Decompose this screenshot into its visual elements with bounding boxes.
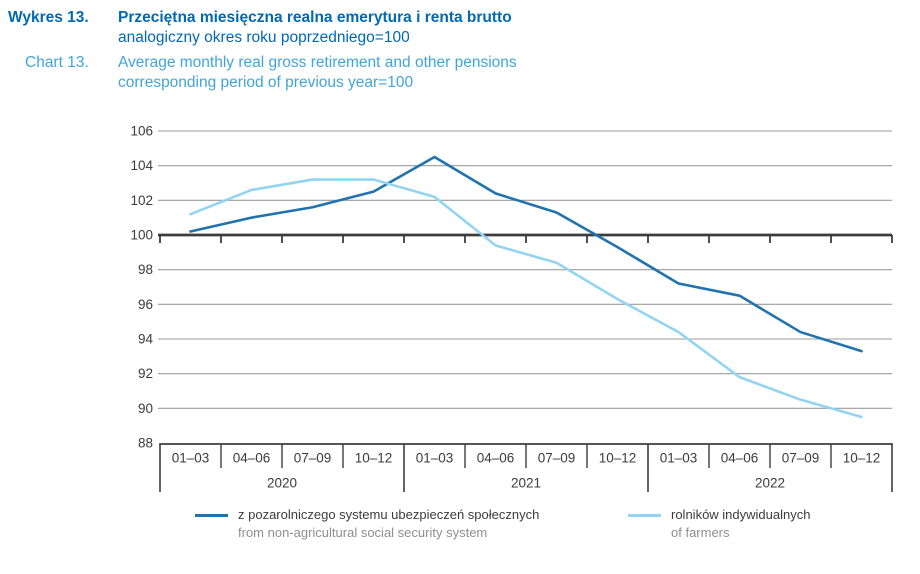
chart-number-label-pl: Wykres 13.: [8, 9, 89, 26]
x-quarter-label: 10–12: [599, 451, 637, 466]
x-quarter-label: 10–12: [355, 451, 393, 466]
legend-label-en: of farmers: [671, 525, 730, 540]
chart-number-label-en: Chart 13.: [25, 54, 89, 71]
y-tick-label: 88: [138, 435, 153, 450]
x-quarter-label: 10–12: [843, 451, 881, 466]
y-tick-label: 104: [130, 158, 153, 173]
legend-label-pl: rolników indywidualnych: [671, 507, 811, 522]
y-tick-label: 90: [138, 401, 153, 416]
x-quarter-label: 07–09: [538, 451, 576, 466]
y-tick-label: 96: [138, 297, 153, 312]
chart-title-en: Average monthly real gross retirement an…: [118, 54, 517, 71]
x-quarter-label: 01–03: [416, 451, 454, 466]
chart-header-polish: Wykres 13. Przeciętna miesięczna realna …: [8, 8, 908, 48]
chart-subtitle-pl: analogiczny okres roku poprzedniego=100: [118, 29, 410, 46]
chart-header-english: Chart 13. Average monthly real gross ret…: [8, 53, 908, 93]
x-quarter-label: 01–03: [172, 451, 210, 466]
x-quarter-label: 04–06: [233, 451, 271, 466]
chart-subtitle-en: corresponding period of previous year=10…: [118, 74, 414, 91]
x-year-label: 2022: [755, 476, 785, 491]
legend-item-farmers: rolników indywidualnych of farmers: [628, 506, 810, 542]
y-tick-label: 106: [130, 124, 153, 139]
chart-header: Wykres 13. Przeciętna miesięczna realna …: [8, 8, 908, 93]
chart-legend: z pozarolniczego systemu ubezpieczeń spo…: [0, 506, 920, 556]
legend-swatch-dark-line-icon: [195, 514, 228, 517]
legend-item-nonagricultural: z pozarolniczego systemu ubezpieczeń spo…: [195, 506, 539, 542]
y-tick-label: 94: [138, 331, 154, 346]
y-tick-label: 98: [138, 262, 153, 277]
y-tick-label: 102: [130, 193, 153, 208]
legend-label-pl: z pozarolniczego systemu ubezpieczeń spo…: [238, 507, 540, 522]
x-year-label: 2020: [267, 476, 297, 491]
x-quarter-label: 04–06: [477, 451, 515, 466]
x-quarter-label: 07–09: [294, 451, 332, 466]
x-quarter-label: 07–09: [782, 451, 820, 466]
x-quarter-label: 04–06: [721, 451, 759, 466]
x-year-label: 2021: [511, 476, 541, 491]
x-quarter-label: 01–03: [660, 451, 698, 466]
legend-swatch-light-line-icon: [628, 514, 661, 517]
y-tick-label: 92: [138, 366, 153, 381]
chart-title-pl: Przeciętna miesięczna realna emerytura i…: [118, 9, 512, 26]
series-line-nonagricultural: [189, 155, 863, 353]
y-tick-label: 100: [130, 228, 153, 243]
legend-label-en: from non-agricultural social security sy…: [238, 525, 488, 540]
series-line-farmers: [189, 178, 863, 419]
